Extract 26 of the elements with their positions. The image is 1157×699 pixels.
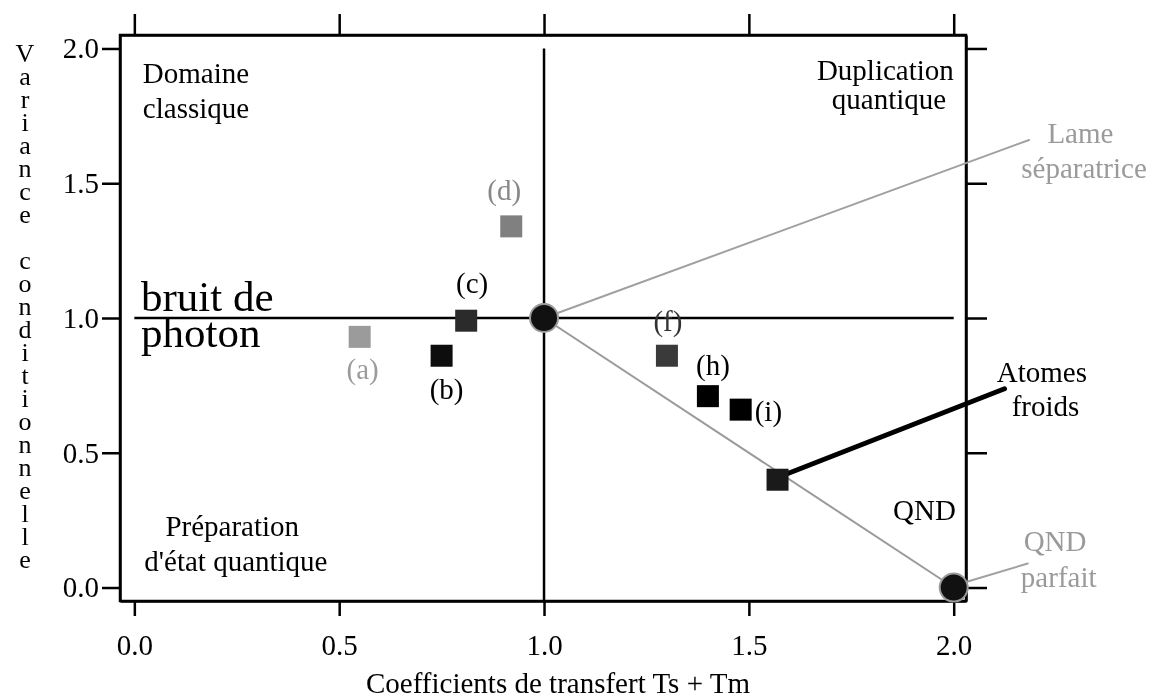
annotation: (h) — [695, 349, 730, 383]
x-tick-label: 1.5 — [731, 628, 768, 661]
annotation: QND — [893, 494, 956, 527]
y-tick-label: 0.5 — [62, 436, 99, 469]
annotation: QND parfait — [1020, 524, 1097, 593]
x-tick-label: 0.5 — [321, 628, 358, 661]
x-tick-label: 1.0 — [526, 628, 563, 661]
y-tick-label: 0.0 — [62, 571, 99, 604]
annotation: Lame séparatrice — [1021, 117, 1147, 184]
annotation: Duplication quantique — [816, 54, 962, 116]
annotation: Domaine classique — [142, 57, 257, 125]
annotation: (b) — [429, 372, 464, 406]
annotation: (c) — [456, 266, 489, 300]
x-tick-label: 0.0 — [116, 628, 153, 661]
y-tick-label: 1.5 — [62, 167, 99, 200]
annotation: (a) — [346, 352, 379, 386]
text: Variance conditionnelle — [15, 39, 35, 574]
x-tick-label: 2.0 — [936, 628, 973, 661]
annotation: (d) — [487, 174, 522, 208]
ref-line-label: bruit de photon — [141, 273, 285, 356]
y-tick-label: 2.0 — [62, 32, 99, 65]
annotation: Préparation d'état quantique — [144, 509, 328, 577]
x-axis-title: Coefficients de transfert Ts + Tm — [366, 667, 751, 699]
annotation: Atomes froids — [996, 355, 1095, 422]
annotation: (i) — [754, 394, 783, 428]
y-tick-label: 1.0 — [62, 301, 99, 334]
